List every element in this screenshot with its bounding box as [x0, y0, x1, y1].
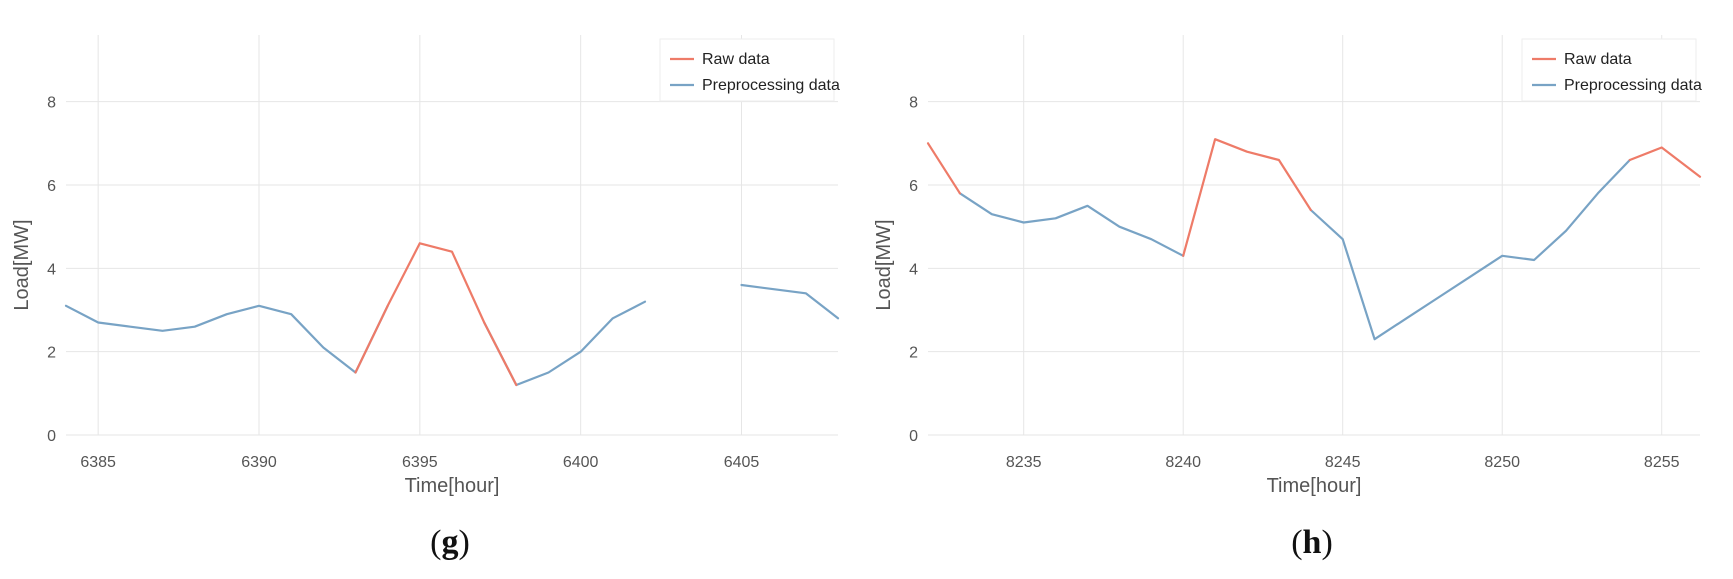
x-tick-label: 6395 [402, 454, 438, 471]
y-tick-label: 4 [909, 261, 918, 278]
series-line-raw-data [1628, 146, 1702, 178]
chart-panel-g: 6385 6390 6395 6400 6405 0 2 4 6 8 Time[hour] Load[… [11, 35, 840, 561]
y-tick-label: 2 [47, 345, 56, 362]
x-tick-label: 8245 [1325, 454, 1361, 471]
series-line-raw-data [1182, 138, 1312, 257]
x-tick-label: 6390 [241, 454, 277, 471]
x-tick-label: 8240 [1165, 454, 1201, 471]
y-tick-label: 0 [909, 428, 918, 445]
chart-panel-h: 8235 8240 8245 8250 8255 0 2 4 6 8 Time[hour] Load[… [873, 35, 1702, 561]
legend-box [659, 38, 835, 102]
y-tick-label: 6 [909, 178, 918, 195]
y-tick-label: 0 [47, 428, 56, 445]
legend: Raw data Preprocessing data [659, 38, 840, 102]
x-tick-label: 8235 [1006, 454, 1042, 471]
x-tick-label: 6385 [80, 454, 116, 471]
series-line-preprocessing-data [958, 192, 1185, 257]
y-tick-label: 8 [47, 95, 56, 112]
y-tick-label: 4 [47, 261, 56, 278]
y-tick-label: 8 [909, 95, 918, 112]
series-line-preprocessing-data [64, 304, 389, 374]
legend-label: Raw data [1564, 51, 1632, 68]
series-line-raw-data [926, 142, 961, 195]
legend-box [1521, 38, 1697, 102]
x-tick-label: 8250 [1484, 454, 1520, 471]
legend: Raw data Preprocessing data [1521, 38, 1702, 102]
series-line-raw-data [354, 242, 518, 387]
series-line-preprocessing-data [1309, 158, 1631, 341]
x-tick-label: 8255 [1644, 454, 1680, 471]
x-axis-title: Time[hour] [405, 475, 500, 497]
y-tick-label: 6 [47, 178, 56, 195]
x-tick-label: 6400 [563, 454, 599, 471]
y-tick-label: 2 [909, 345, 918, 362]
panel-label: (g) [430, 524, 470, 561]
y-axis-title: Load[MW] [873, 219, 895, 310]
x-axis-title: Time[hour] [1267, 475, 1362, 497]
series-line-preprocessing-data [483, 300, 647, 387]
series-line-preprocessing-data [740, 283, 840, 320]
panel-label: (h) [1291, 524, 1333, 561]
y-axis-title: Load[MW] [11, 219, 33, 310]
legend-label: Preprocessing data [702, 77, 840, 94]
legend-label: Preprocessing data [1564, 77, 1702, 94]
x-tick-label: 6405 [724, 454, 760, 471]
legend-label: Raw data [702, 51, 770, 68]
